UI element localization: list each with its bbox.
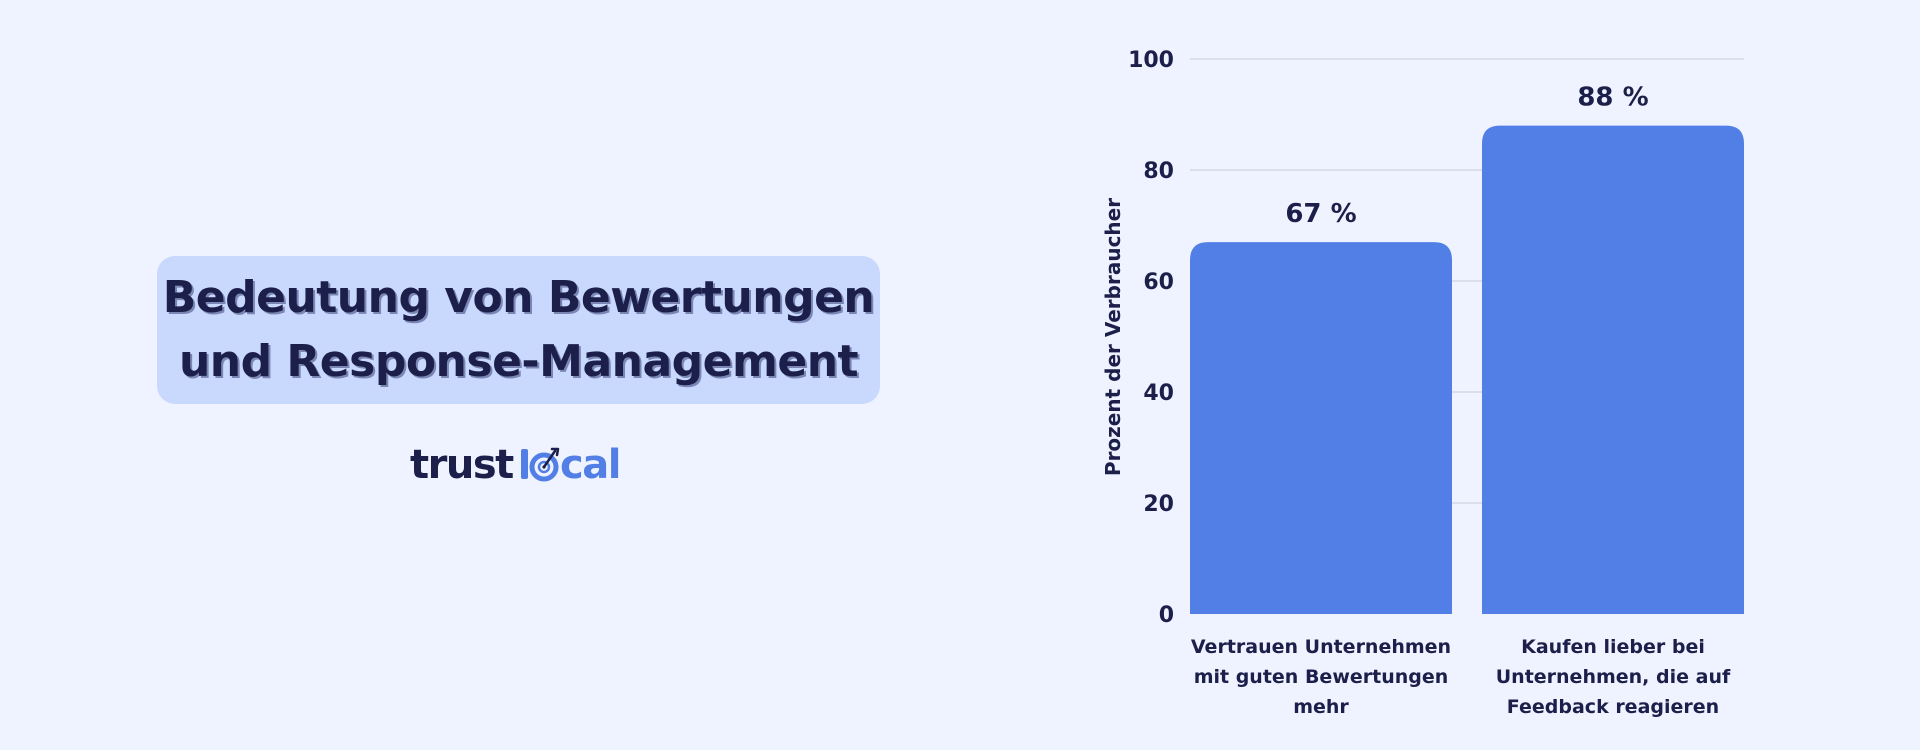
category-label: Vertrauen Unternehmen — [1191, 636, 1451, 658]
bar-value-label: 88 % — [1577, 83, 1648, 113]
category-label: Kaufen lieber bei — [1521, 636, 1705, 658]
logo-text-right: cal — [560, 442, 620, 488]
y-axis-ticks: 0 20 40 60 80 100 — [1128, 48, 1174, 628]
category-label: mit guten Bewertungen — [1194, 666, 1449, 688]
title-line-2: und Response-Management — [178, 336, 859, 387]
y-tick-label: 100 — [1128, 48, 1174, 73]
trustlocal-logo: trust cal — [408, 437, 628, 493]
y-tick-label: 20 — [1143, 492, 1174, 517]
category-label: Feedback reagieren — [1507, 696, 1719, 718]
title-card: Bedeutung von Bewertungen und Response-M… — [157, 256, 880, 404]
y-axis-title: Prozent der Verbraucher — [1101, 198, 1125, 476]
category-label: mehr — [1293, 696, 1349, 718]
y-tick-label: 80 — [1143, 159, 1174, 184]
title-line-1: Bedeutung von Bewertungen — [162, 272, 875, 323]
y-tick-label: 40 — [1143, 381, 1174, 406]
value-labels: 67 % 88 % — [1285, 83, 1648, 230]
y-tick-label: 60 — [1143, 270, 1174, 295]
category-label: Unternehmen, die auf — [1496, 666, 1731, 688]
logo-text-left: trust — [410, 442, 514, 488]
bar-value-label: 67 % — [1285, 199, 1356, 229]
bar — [1482, 125, 1744, 614]
category-labels: Vertrauen Unternehmen mit guten Bewertung… — [1191, 636, 1731, 718]
y-tick-label: 0 — [1159, 603, 1174, 628]
logo-letter-l — [521, 449, 528, 479]
bars — [1190, 125, 1744, 614]
bar — [1190, 242, 1452, 614]
target-icon — [529, 447, 560, 482]
trustlocal-logo-graphic: trust cal — [410, 442, 621, 488]
